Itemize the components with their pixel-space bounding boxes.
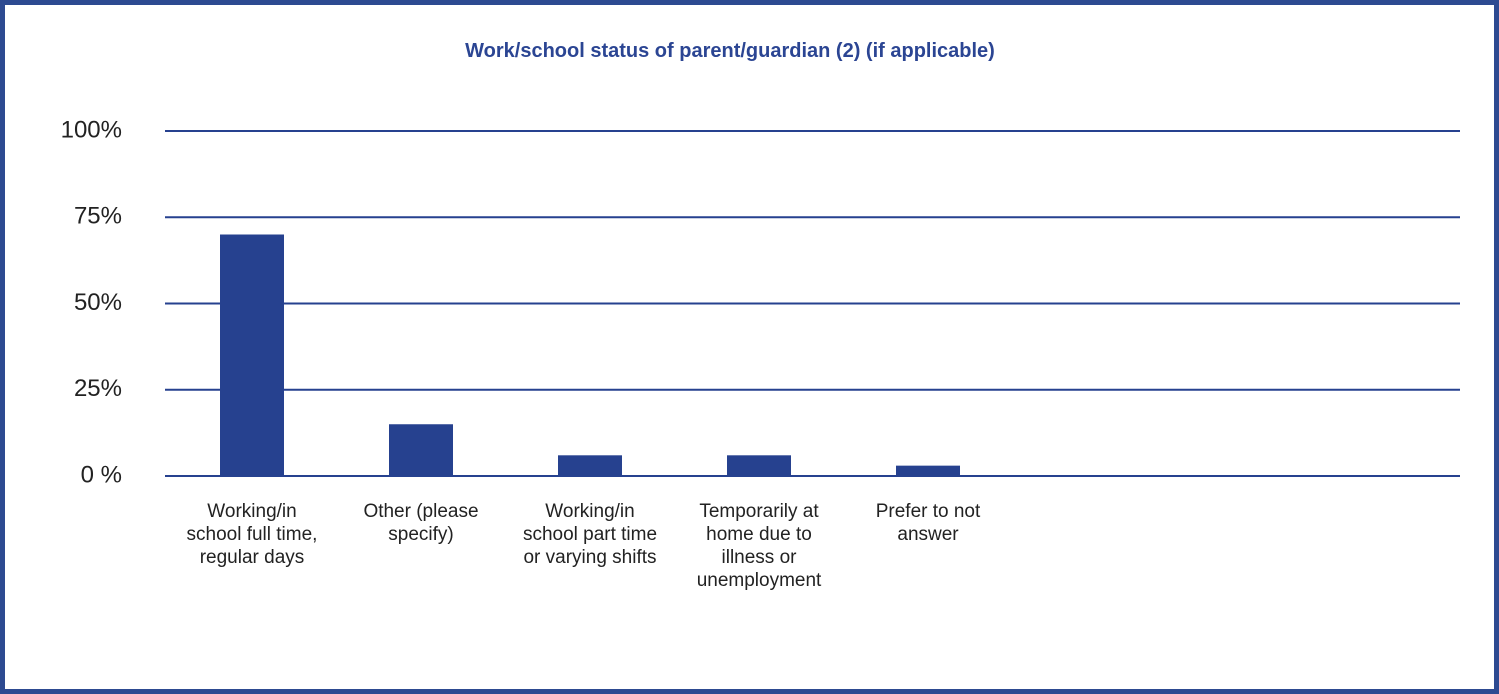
y-tick-label: 50% — [74, 289, 122, 316]
y-tick-label: 25% — [74, 375, 122, 402]
bar — [727, 455, 791, 476]
bar — [389, 424, 453, 476]
x-tick-label: Working/in school full time, regular day… — [186, 501, 318, 568]
bar — [896, 465, 960, 476]
x-tick-label: Prefer to not answer — [875, 501, 981, 545]
x-tick-label: Working/in school part time or varying s… — [522, 501, 658, 568]
bar — [558, 455, 622, 476]
y-tick-label: 0 % — [81, 461, 122, 488]
chart: Work/school status of parent/guardian (2… — [61, 40, 1460, 488]
x-tick-label: Temporarily at home due to illness or un… — [696, 501, 822, 591]
y-tick-label: 75% — [74, 203, 122, 230]
x-tick-label: Other (please specify) — [363, 501, 479, 545]
chart-title: Work/school status of parent/guardian (2… — [465, 40, 995, 62]
y-tick-label: 100% — [61, 116, 122, 143]
bar — [220, 234, 284, 476]
